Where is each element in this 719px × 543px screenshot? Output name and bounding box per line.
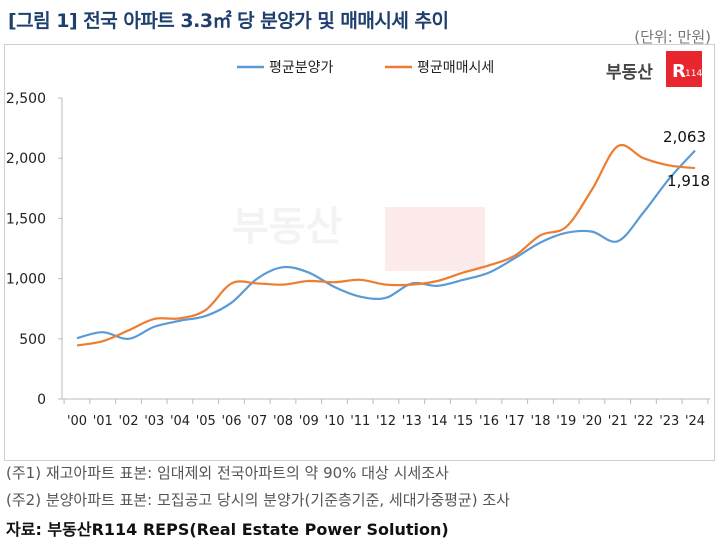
x-tick-label: '18: [530, 414, 550, 429]
svg-text:114: 114: [685, 69, 702, 79]
y-tick-label: 1,000: [6, 272, 46, 288]
x-tick-label: '16: [479, 414, 499, 429]
series-line-2: [76, 143, 696, 347]
y-tick-label: 2,000: [6, 151, 46, 167]
legend-label: 평균매매시세: [417, 60, 494, 76]
legend-label: 평균분양가: [269, 60, 334, 76]
watermark: 부동산: [232, 204, 485, 271]
x-tick-label: '17: [505, 414, 525, 429]
chart-frame: [4, 44, 715, 461]
x-tick-label: '07: [247, 414, 267, 429]
y-tick-label: 2,500: [6, 91, 46, 107]
line-chart: 부동산 부동산 R 114 평균분양가 평균매매시세 0 500 1,000 1,500…: [6, 51, 710, 429]
x-tick-label: '24: [685, 414, 705, 429]
note-1: (주1) 재고아파트 표본: 임대제외 전국아파트의 약 90% 대상 시세조사: [6, 464, 449, 482]
svg-text:부동산: 부동산: [232, 204, 343, 250]
svg-text:R: R: [672, 61, 686, 82]
x-tick-label: '20: [582, 414, 602, 429]
x-tick-label: '03: [144, 414, 164, 429]
x-tick-label: '22: [633, 414, 653, 429]
x-tick-label: '00: [67, 414, 87, 429]
x-tick-label: '04: [170, 414, 190, 429]
x-tick-label: '19: [556, 414, 576, 429]
y-tick-label: 0: [37, 392, 46, 408]
note-2: (주2) 분양아파트 표본: 모집공고 당시의 분양가(기준층기준, 세대가중평…: [6, 491, 510, 509]
x-tick-label: '01: [93, 414, 113, 429]
x-tick-label: '13: [402, 414, 422, 429]
series-line-1: [76, 149, 696, 340]
data-label: 2,063: [663, 128, 706, 146]
x-tick-label: '02: [118, 414, 138, 429]
x-tick-label: '09: [299, 414, 319, 429]
y-tick-label: 1,500: [6, 211, 46, 227]
x-tick-label: '15: [453, 414, 473, 429]
y-tick-label: 500: [19, 332, 46, 348]
svg-text:부동산: 부동산: [606, 63, 653, 83]
unit-label: (단위: 만원): [634, 28, 711, 46]
chart-title: [그림 1] 전국 아파트 3.3㎡ 당 분양가 및 매매시세 추이: [8, 10, 449, 32]
x-tick-label: '06: [221, 414, 241, 429]
x-tick-label: '08: [273, 414, 293, 429]
data-label: 1,918: [667, 172, 710, 190]
x-tick-label: '12: [376, 414, 396, 429]
x-tick-label: '21: [608, 414, 628, 429]
logo: 부동산 R 114: [606, 51, 702, 87]
x-tick-label: '14: [427, 414, 447, 429]
x-tick-label: '05: [196, 414, 216, 429]
x-tick-label: '10: [324, 414, 344, 429]
x-tick-label: '11: [350, 414, 370, 429]
source: 자료: 부동산R114 REPS(Real Estate Power Solut…: [6, 520, 449, 539]
x-tick-label: '23: [659, 414, 679, 429]
